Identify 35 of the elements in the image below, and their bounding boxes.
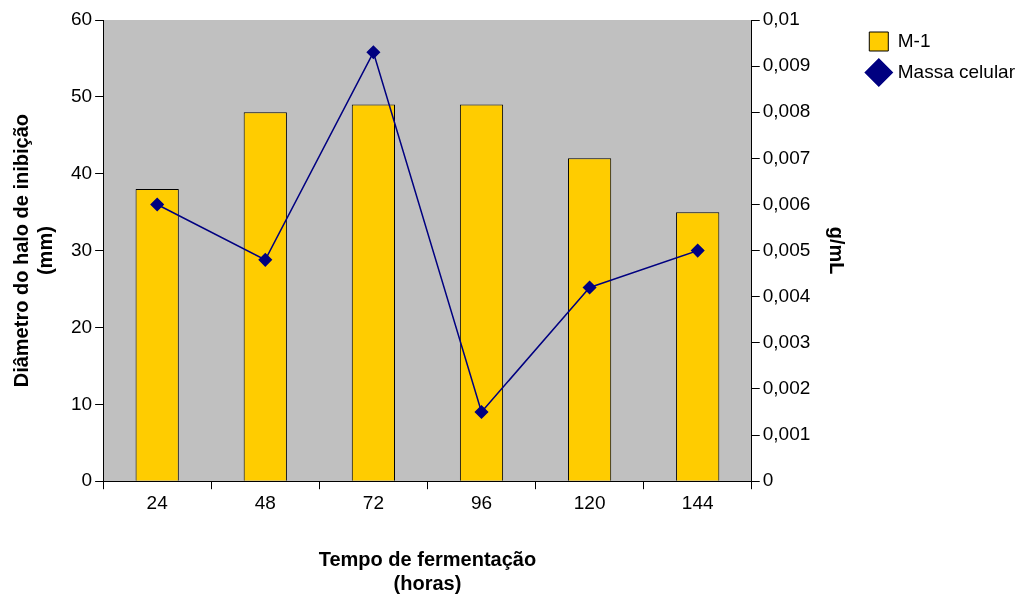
y-tick-label: 30	[70, 238, 93, 260]
y2-tick-label: 0,007	[762, 146, 811, 168]
y2-tick-label: 0,01	[762, 8, 800, 30]
x-tick-label: 72	[362, 491, 384, 513]
x-tick-label: 144	[681, 491, 714, 513]
y-tick-label: 50	[70, 85, 93, 107]
y2-tick-label: 0,006	[762, 192, 811, 214]
point	[474, 405, 489, 419]
y2-tick-label: 0,005	[762, 238, 811, 260]
x-tick-label: 120	[573, 491, 606, 513]
y2-tick-label: 0,001	[762, 423, 811, 445]
point	[690, 243, 705, 258]
point	[582, 280, 597, 295]
y2-tick-label: 0,004	[762, 284, 811, 306]
y-tick-label: 60	[70, 8, 93, 30]
x-tick-label: 96	[470, 491, 493, 513]
point	[366, 45, 381, 60]
x-tick-label: 24	[146, 491, 169, 513]
point	[150, 197, 164, 212]
y-tick-label: 20	[70, 315, 93, 337]
legend-label: M-1	[897, 29, 931, 51]
y2-tick-label: 0,003	[762, 331, 811, 353]
legend-label: Massa celular	[897, 60, 1016, 82]
y2-tick-label: 0,009	[762, 54, 811, 76]
x-tick-label: 48	[254, 491, 276, 513]
y2-axis-title: g/mL	[825, 226, 848, 275]
y-tick-label: 10	[70, 392, 93, 414]
y-axis-title: Diâmetro do halo de inibição (mm)	[9, 113, 56, 388]
y2-tick-label: 0,008	[762, 100, 811, 122]
y-tick-label: 0	[81, 469, 93, 491]
y2-tick-label: 0	[762, 469, 774, 491]
x-axis-title: Tempo de fermentação (horas)	[318, 547, 537, 594]
point	[258, 253, 273, 267]
y-tick-label: 40	[70, 161, 93, 183]
y2-tick-label: 0,002	[762, 377, 811, 399]
